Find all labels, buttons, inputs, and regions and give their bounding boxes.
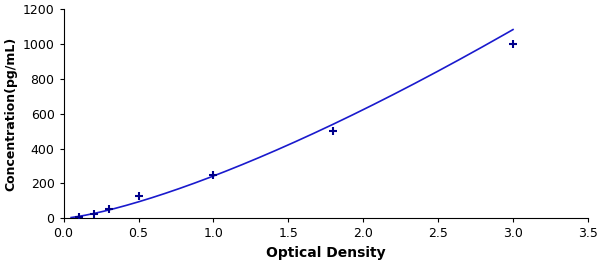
X-axis label: Optical Density: Optical Density [266,246,385,260]
Y-axis label: Concentration(pg/mL): Concentration(pg/mL) [4,37,17,191]
